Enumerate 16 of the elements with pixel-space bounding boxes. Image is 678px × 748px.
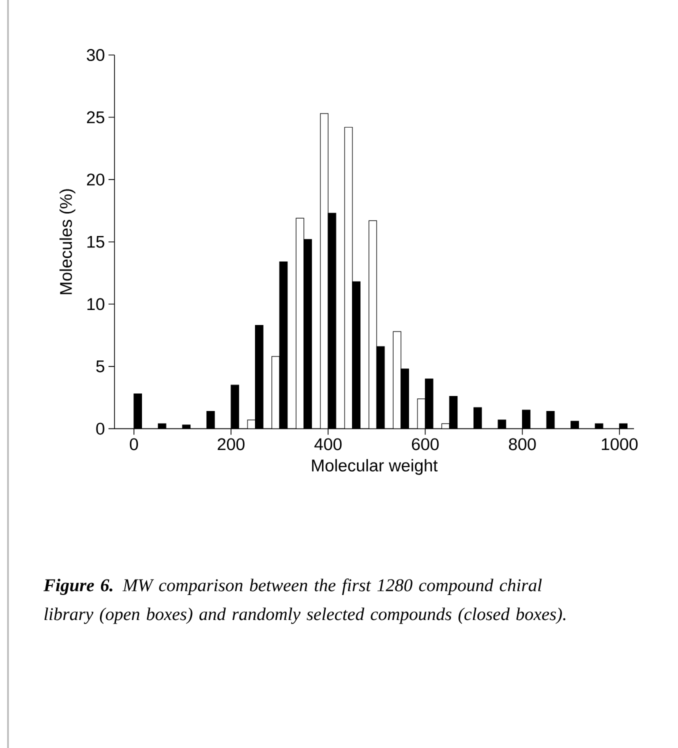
y-axis-title: Molecules (%) [60,189,76,294]
text: Figure 6. MW comparison between the first 1280 compound chiral library (open boxes) and randomly selected compounds (closed boxes). [44,578,566,624]
y-tick-label: 0 [96,422,104,435]
x-tick-label: 200 [218,438,244,450]
x-tick-label: 1000 [602,438,638,450]
x-tick-label: 800 [508,438,536,450]
x-axis-title: Molecular weight [312,459,438,475]
y-tick-label: 30 [86,49,104,62]
y-tick-label: 10 [87,298,104,310]
x-tick-label: 0 [130,438,138,450]
y-tick-label: 5 [96,360,104,372]
x-tick-label: 400 [314,438,342,450]
y-tick-label: 15 [87,236,104,248]
y-tick-label: 25 [87,111,104,124]
y-tick-label: 20 [87,174,104,186]
x-tick-label: 600 [412,438,439,450]
